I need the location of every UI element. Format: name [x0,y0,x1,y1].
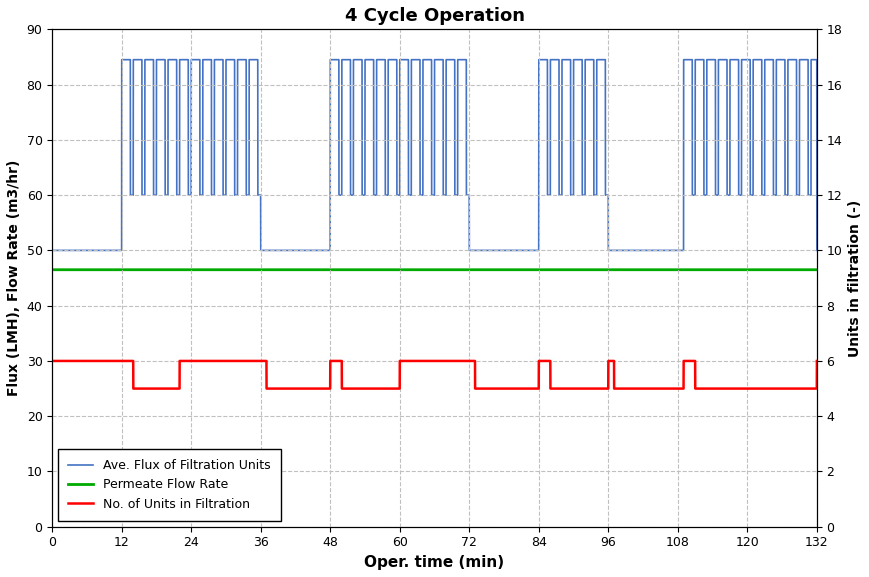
Ave. Flux of Filtration Units [182,56,192,63]
Ave. Flux of Filtration Units [295,247,305,254]
Y-axis label: Flux (LMH), Flow Rate (m3/hr): Flux (LMH), Flow Rate (m3/hr) [7,160,21,396]
Line: No. of Units in Filtration: No. of Units in Filtration [52,361,817,388]
No. of Units in Filtration [643,385,653,392]
Permeate Flow Rate [182,266,192,273]
Permeate Flow Rate [47,266,57,273]
No. of Units in Filtration [295,385,305,392]
Ave. Flux of Filtration Units [116,56,127,63]
No. of Units in Filtration [812,358,822,365]
Ave. Flux of Filtration Units [643,247,653,254]
Line: Ave. Flux of Filtration Units: Ave. Flux of Filtration Units [52,59,817,250]
Y-axis label: Units in filtration (-): Units in filtration (-) [848,200,862,357]
Title: 4 Cycle Operation: 4 Cycle Operation [345,7,525,25]
X-axis label: Oper. time (min): Oper. time (min) [364,555,505,570]
Permeate Flow Rate [200,266,210,273]
Ave. Flux of Filtration Units [390,56,401,63]
Permeate Flow Rate [643,266,653,273]
Ave. Flux of Filtration Units [200,56,210,63]
No. of Units in Filtration [390,385,401,392]
Permeate Flow Rate [396,266,407,273]
No. of Units in Filtration [200,358,210,365]
No. of Units in Filtration [182,358,192,365]
No. of Units in Filtration [47,358,57,365]
No. of Units in Filtration [397,358,408,365]
Permeate Flow Rate [295,266,305,273]
Permeate Flow Rate [390,266,401,273]
Ave. Flux of Filtration Units [397,56,408,63]
Ave. Flux of Filtration Units [47,247,57,254]
No. of Units in Filtration [128,385,138,392]
Legend: Ave. Flux of Filtration Units, Permeate Flow Rate, No. of Units in Filtration: Ave. Flux of Filtration Units, Permeate … [58,449,281,520]
Permeate Flow Rate [812,266,822,273]
Ave. Flux of Filtration Units [812,247,822,254]
